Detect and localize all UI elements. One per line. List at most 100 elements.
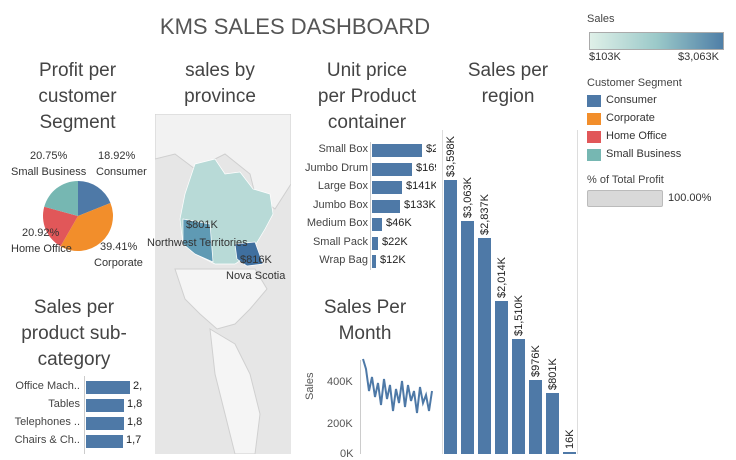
sales-month-tick-0k: 0K — [340, 448, 354, 460]
nova-scotia-shape[interactable] — [234, 241, 264, 267]
unit-price-category-label: Small Pack — [312, 235, 368, 248]
unit-price-bar[interactable] — [372, 144, 422, 157]
province-title-line: province — [184, 86, 256, 107]
pie-slice-consumer[interactable] — [78, 181, 111, 216]
pie-label-consumer-pct: 18.92% — [98, 150, 136, 162]
subcategory-title: Sales per product sub- category — [0, 295, 148, 373]
legend-label: Small Business — [606, 148, 682, 160]
subcategory-label: Office Mach.. — [15, 380, 80, 392]
subcategory-title-line: product sub- — [21, 323, 127, 344]
region-title-line: Sales per — [467, 60, 549, 81]
map-label-ns-value: $816K — [240, 254, 272, 266]
legend-sales-min: $103K — [589, 51, 621, 63]
unit-price-bar[interactable] — [372, 218, 382, 231]
unit-price-category-label: Medium Box — [306, 217, 368, 229]
unit-price-category-label: Large Box — [317, 180, 368, 192]
pie-label-small-business-pct: 20.75% — [30, 150, 68, 162]
unit-price-category-label: Jumbo Box — [312, 198, 368, 211]
subcategory-value-label: 2, — [133, 380, 143, 392]
legend-item-corporate[interactable]: Corporate — [587, 112, 727, 126]
subcategory-label: Telephones .. — [14, 416, 80, 428]
sales-gradient-legend — [589, 32, 724, 50]
legend-label: Home Office — [606, 130, 667, 142]
region-bar[interactable] — [478, 237, 491, 454]
unit-price-value-label: $141K — [406, 180, 436, 192]
subcategory-bar[interactable] — [86, 399, 124, 412]
region-title: Sales per region — [448, 58, 568, 110]
map-label-ns: Nova Scotia — [226, 270, 286, 282]
subcategory-label: Tables — [48, 398, 80, 410]
nwt-province-shape[interactable] — [182, 218, 214, 263]
province-title: sales by province — [150, 58, 290, 110]
unit-price-bar[interactable] — [372, 199, 400, 213]
profit-title-line: customer — [38, 86, 117, 107]
subcategory-bar[interactable] — [86, 381, 130, 394]
profit-pie-chart[interactable] — [0, 140, 160, 280]
region-bar[interactable] — [444, 180, 457, 454]
region-bar[interactable] — [529, 379, 542, 454]
subcategory-label: Chairs & Ch.. — [14, 434, 80, 446]
region-bar[interactable] — [563, 452, 576, 454]
pie-label-corporate: Corporate — [94, 257, 143, 269]
region-bar[interactable] — [495, 300, 508, 454]
legend-item-home-office[interactable]: Home Office — [587, 130, 727, 144]
region-bar[interactable] — [461, 220, 474, 454]
province-title-line: sales by — [185, 60, 255, 81]
legend-swatch — [587, 95, 601, 107]
dashboard-title: KMS SALES DASHBOARD — [159, 14, 431, 39]
region-value-label: $2,837K — [479, 193, 491, 235]
sales-month-y-label: Sales — [304, 372, 316, 400]
sales-month-tick-200k: 200K — [327, 418, 353, 430]
legend-label: Corporate — [606, 112, 655, 124]
region-value-label: $976K — [530, 344, 542, 377]
unit-price-value-label: $2 — [426, 143, 436, 155]
sales-month-title-line: Month — [338, 323, 392, 344]
pie-slice-home-office[interactable] — [43, 206, 78, 247]
subcategory-bar[interactable] — [86, 417, 124, 430]
unit-price-value-label: $46K — [386, 217, 412, 229]
pie-slice-corporate[interactable] — [60, 202, 113, 251]
unit-price-bar[interactable] — [372, 255, 376, 268]
pie-label-home-office: Home Office — [11, 243, 72, 255]
pie-slice-small-business[interactable] — [44, 181, 78, 216]
legend-item-consumer[interactable]: Consumer — [587, 94, 727, 108]
sales-month-tick-400k: 400K — [327, 376, 353, 388]
unit-price-bar[interactable] — [372, 236, 378, 250]
region-value-label: 16K — [564, 429, 576, 449]
region-title-line: region — [481, 86, 535, 107]
subcategory-value-label: 1,8 — [127, 416, 143, 428]
legend-item-small-business[interactable]: Small Business — [587, 148, 727, 162]
legend-sales-max: $3,063K — [678, 51, 719, 63]
profit-segment-title: Profit per customer Segment — [10, 58, 145, 136]
legend-profit-title: % of Total Profit — [587, 174, 664, 186]
unit-price-value-label: $169 — [416, 161, 436, 174]
region-bar[interactable] — [546, 393, 559, 454]
region-bar[interactable] — [512, 339, 525, 454]
province-map[interactable] — [155, 114, 291, 454]
legend-swatch — [587, 131, 601, 143]
unit-price-value-label: $22K — [382, 235, 408, 248]
unit-price-title-line: container — [327, 112, 407, 133]
region-value-label: $1,510K — [513, 295, 525, 336]
region-value-label: $3,598K — [445, 136, 457, 177]
profit-title-line: Segment — [39, 112, 116, 133]
region-value-label: $3,063K — [462, 176, 474, 218]
map-label-nwt-value: $801K — [186, 219, 218, 231]
map-label-nwt: Northwest Territories — [147, 237, 248, 249]
legend-swatch — [587, 149, 601, 161]
pie-label-consumer: Consumer — [96, 166, 147, 178]
legend-segment-title: Customer Segment — [587, 77, 682, 89]
pie-label-home-office-pct: 20.92% — [22, 227, 60, 239]
sales-month-line[interactable] — [360, 355, 440, 425]
unit-price-value-label: $133K — [404, 198, 436, 211]
region-value-label: $801K — [547, 358, 559, 390]
unit-price-bar[interactable] — [372, 181, 402, 194]
unit-price-category-label: Jumbo Drum — [305, 161, 368, 174]
subcategory-value-label: 1,8 — [127, 398, 143, 410]
region-value-label: $2,014K — [496, 256, 508, 298]
unit-price-bar[interactable] — [372, 162, 412, 176]
unit-price-category-label: Small Box — [318, 143, 368, 155]
sales-month-title-line: Sales Per — [323, 297, 407, 318]
unit-price-value-label: $12K — [380, 254, 406, 266]
subcategory-bar[interactable] — [86, 435, 123, 448]
